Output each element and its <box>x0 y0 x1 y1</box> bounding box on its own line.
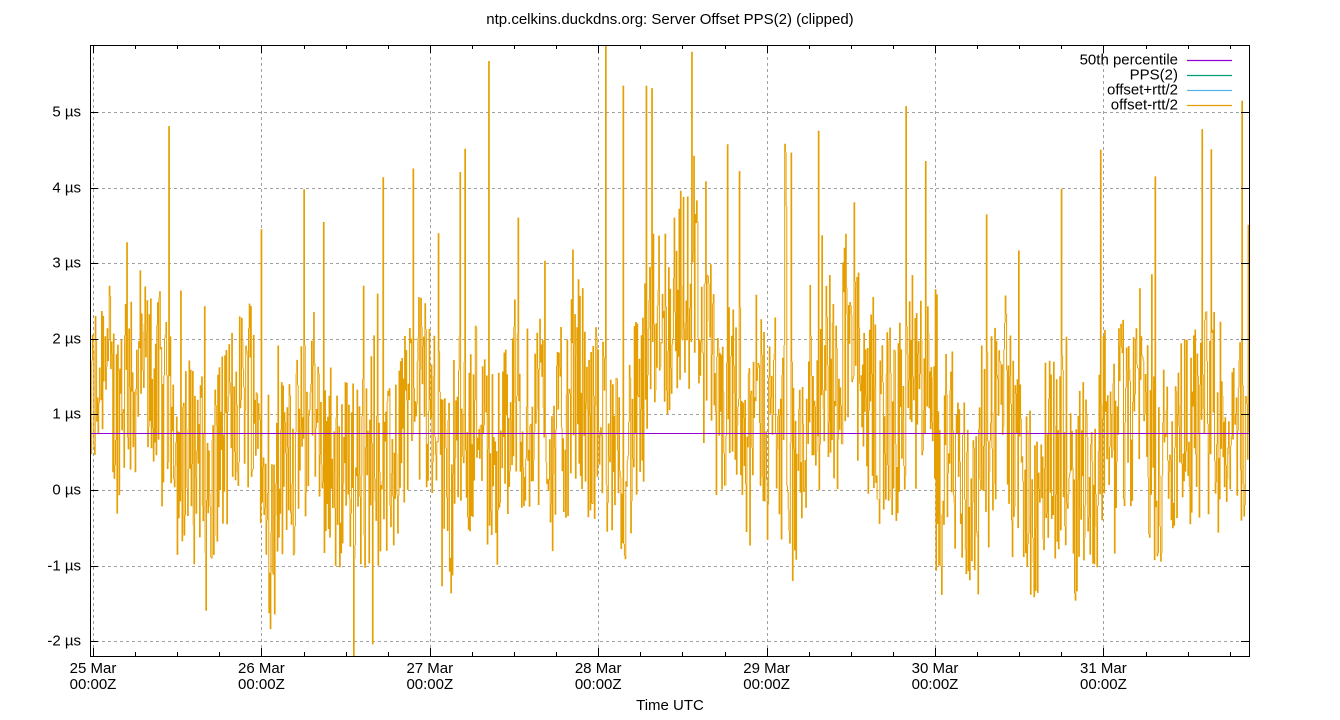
y-tick-label: 5 µs <box>52 103 81 121</box>
legend-label: PPS(2) <box>1129 66 1178 84</box>
y-tick-label: 4 µs <box>52 179 81 197</box>
x-tick-label: 25 Mar 00:00Z <box>69 660 117 693</box>
y-tick-label: 1 µs <box>52 405 81 423</box>
y-tick-label: 3 µs <box>52 254 81 272</box>
series-offset-minus-rtt <box>90 45 1249 656</box>
legend-label: offset-rtt/2 <box>1110 96 1178 114</box>
x-tick-label: 30 Mar 00:00Z <box>911 660 959 693</box>
y-tick-label: 0 µs <box>52 481 81 499</box>
x-tick-label: 28 Mar 00:00Z <box>574 660 622 693</box>
plot-frame <box>90 45 1250 657</box>
x-tick-label: 31 Mar 00:00Z <box>1080 660 1127 693</box>
y-tick-label: 2 µs <box>52 330 81 348</box>
chart-title: ntp.celkins.duckdns.org: Server Offset P… <box>486 11 854 28</box>
x-tick-label: 27 Mar 00:00Z <box>406 660 454 693</box>
y-tick-label: -2 µs <box>47 632 81 650</box>
x-axis-title: Time UTC <box>636 697 704 714</box>
y-tick-label: -1 µs <box>47 557 81 575</box>
legend-label: offset+rtt/2 <box>1106 81 1178 99</box>
legend-label: 50th percentile <box>1079 51 1178 69</box>
x-tick-label: 26 Mar 00:00Z <box>238 660 285 693</box>
x-tick-label: 29 Mar 00:00Z <box>743 660 790 693</box>
